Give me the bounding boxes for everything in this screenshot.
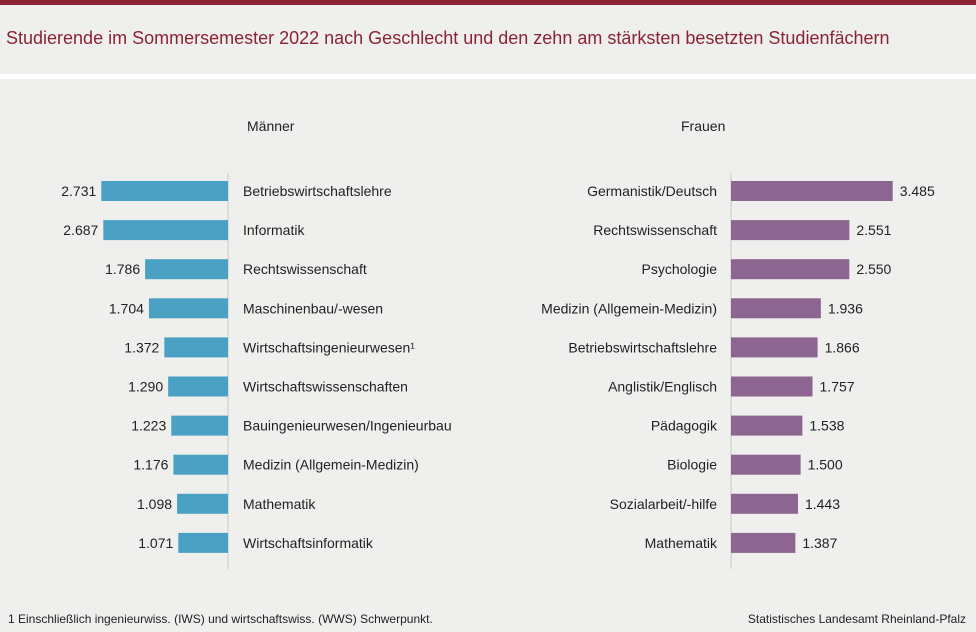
category-label-maenner: Wirtschaftsinformatik xyxy=(243,535,374,551)
bar-frauen xyxy=(731,337,818,358)
value-label-frauen: 1.757 xyxy=(820,379,855,395)
chart-title: Studierende im Sommersemester 2022 nach … xyxy=(6,28,890,48)
category-label-frauen: Psychologie xyxy=(642,261,718,277)
value-label-maenner: 2.731 xyxy=(61,183,96,199)
category-label-frauen: Biologie xyxy=(667,457,717,473)
value-label-maenner: 2.687 xyxy=(63,222,98,238)
bar-frauen xyxy=(731,259,850,280)
value-label-maenner: 1.098 xyxy=(137,496,172,512)
value-label-frauen: 2.551 xyxy=(856,222,891,238)
category-label-frauen: Rechtswissenschaft xyxy=(593,222,717,238)
bar-maenner xyxy=(148,298,228,319)
category-label-frauen: Sozialarbeit/-hilfe xyxy=(610,496,718,512)
category-label-frauen: Germanistik/Deutsch xyxy=(587,183,717,199)
bar-frauen xyxy=(731,220,850,241)
value-label-frauen: 1.538 xyxy=(809,418,844,434)
panel-title-maenner: Männer xyxy=(247,118,295,134)
bar-frauen xyxy=(731,493,798,514)
value-label-maenner: 1.176 xyxy=(133,457,168,473)
category-label-maenner: Bauingenieurwesen/Ingenieurbau xyxy=(243,418,452,434)
value-label-maenner: 1.290 xyxy=(128,379,163,395)
category-label-maenner: Medizin (Allgemein-Medizin) xyxy=(243,457,419,473)
category-label-maenner: Maschinenbau/-wesen xyxy=(243,300,383,316)
value-label-maenner: 1.704 xyxy=(109,300,144,316)
bar-maenner xyxy=(164,337,228,358)
value-label-frauen: 3.485 xyxy=(900,183,935,199)
bar-frauen xyxy=(731,376,813,397)
bar-maenner xyxy=(177,493,228,514)
value-label-maenner: 1.071 xyxy=(138,535,173,551)
value-label-maenner: 1.786 xyxy=(105,261,140,277)
category-label-maenner: Wirtschaftsingenieurwesen¹ xyxy=(243,339,415,355)
bar-maenner xyxy=(101,181,228,201)
source-note: Statistisches Landesamt Rheinland-Pfalz xyxy=(747,612,966,626)
bar-maenner xyxy=(168,376,228,397)
category-label-frauen: Pädagogik xyxy=(651,418,718,434)
bar-maenner xyxy=(103,220,228,241)
category-label-frauen: Anglistik/Englisch xyxy=(608,379,717,395)
bar-frauen xyxy=(731,532,796,553)
category-label-frauen: Medizin (Allgemein-Medizin) xyxy=(541,300,717,316)
panel-title-frauen: Frauen xyxy=(681,118,726,134)
category-label-maenner: Betriebswirtschaftslehre xyxy=(243,183,392,199)
top-accent-bar xyxy=(0,0,976,5)
category-label-maenner: Rechtswissenschaft xyxy=(243,261,367,277)
value-label-frauen: 1.387 xyxy=(802,535,837,551)
category-label-frauen: Betriebswirtschaftslehre xyxy=(568,339,717,355)
category-label-frauen: Mathematik xyxy=(645,535,718,551)
bar-maenner xyxy=(171,415,228,436)
category-label-maenner: Mathematik xyxy=(243,496,316,512)
value-label-frauen: 1.936 xyxy=(828,300,863,316)
title-divider xyxy=(0,74,976,79)
category-label-maenner: Wirtschaftswissenschaften xyxy=(243,379,408,395)
footnote: 1 Einschließlich ingenieurwiss. (IWS) un… xyxy=(8,612,433,626)
bar-frauen xyxy=(731,454,801,475)
value-label-frauen: 1.500 xyxy=(808,457,843,473)
value-label-maenner: 1.372 xyxy=(124,339,159,355)
value-label-maenner: 1.223 xyxy=(131,418,166,434)
value-label-frauen: 2.550 xyxy=(856,261,891,277)
bar-maenner xyxy=(173,454,228,475)
bar-maenner xyxy=(145,259,228,280)
bar-frauen xyxy=(731,298,821,319)
category-label-maenner: Informatik xyxy=(243,222,305,238)
value-label-frauen: 1.866 xyxy=(825,339,860,355)
bar-frauen xyxy=(731,181,893,201)
bar-maenner xyxy=(178,532,228,553)
bar-frauen xyxy=(731,415,803,436)
value-label-frauen: 1.443 xyxy=(805,496,840,512)
